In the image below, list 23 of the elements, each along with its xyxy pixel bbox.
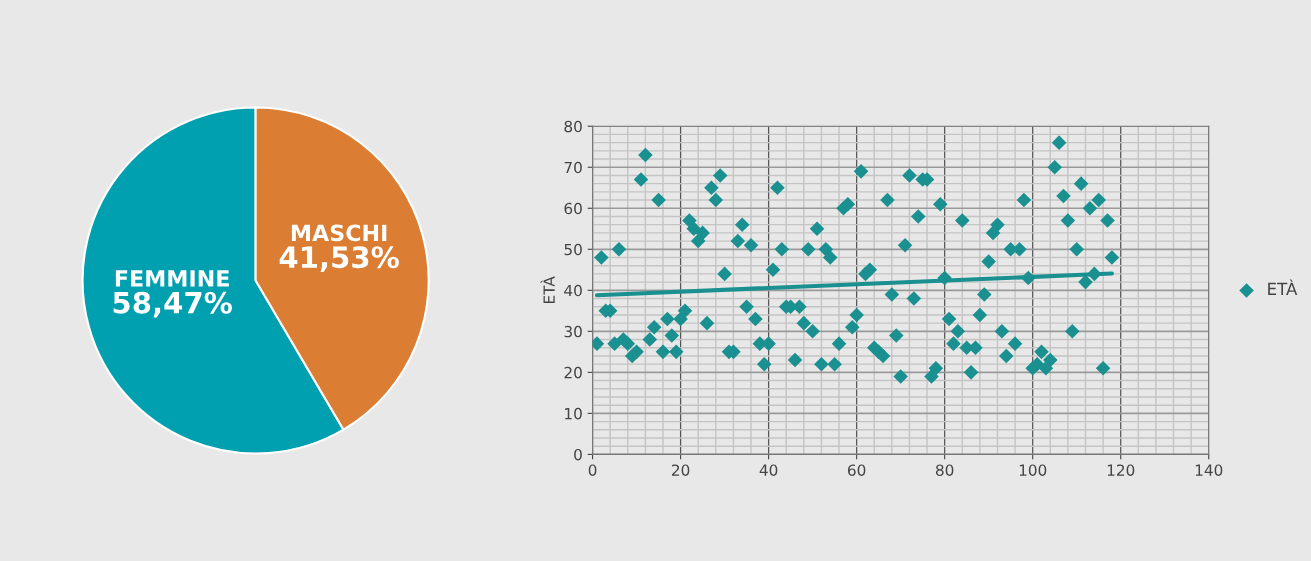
- y-tick-label: 70: [564, 161, 582, 174]
- y-tick-label: 30: [564, 325, 582, 338]
- y-tick-label: 40: [564, 284, 582, 297]
- y-tick-label: 60: [564, 202, 582, 215]
- y-axis-title: ETÀ: [540, 276, 555, 303]
- y-tick-label: 50: [564, 243, 582, 256]
- x-tick-label: 20: [672, 464, 690, 476]
- y-tick-label: 10: [565, 407, 582, 420]
- legend-label: ETÀ: [1268, 279, 1298, 295]
- y-tick-label: 80: [564, 120, 582, 133]
- y-tick-label: 0: [574, 448, 582, 461]
- x-tick-label: 140: [1195, 464, 1223, 476]
- x-tick-label: 80: [935, 464, 954, 476]
- slice-label: MASCHI: [291, 224, 387, 242]
- x-tick-label: 100: [1019, 464, 1047, 476]
- x-tick-label: 60: [847, 464, 866, 476]
- x-tick-label: 120: [1107, 464, 1135, 476]
- slice-label: FEMMINE: [115, 270, 229, 287]
- data-label: 41,53%: [279, 246, 399, 272]
- data-label: 58,47%: [113, 291, 232, 318]
- y-tick-label: 20: [564, 366, 582, 379]
- x-tick-label: 40: [759, 464, 778, 476]
- x-tick-label: 0: [588, 464, 597, 476]
